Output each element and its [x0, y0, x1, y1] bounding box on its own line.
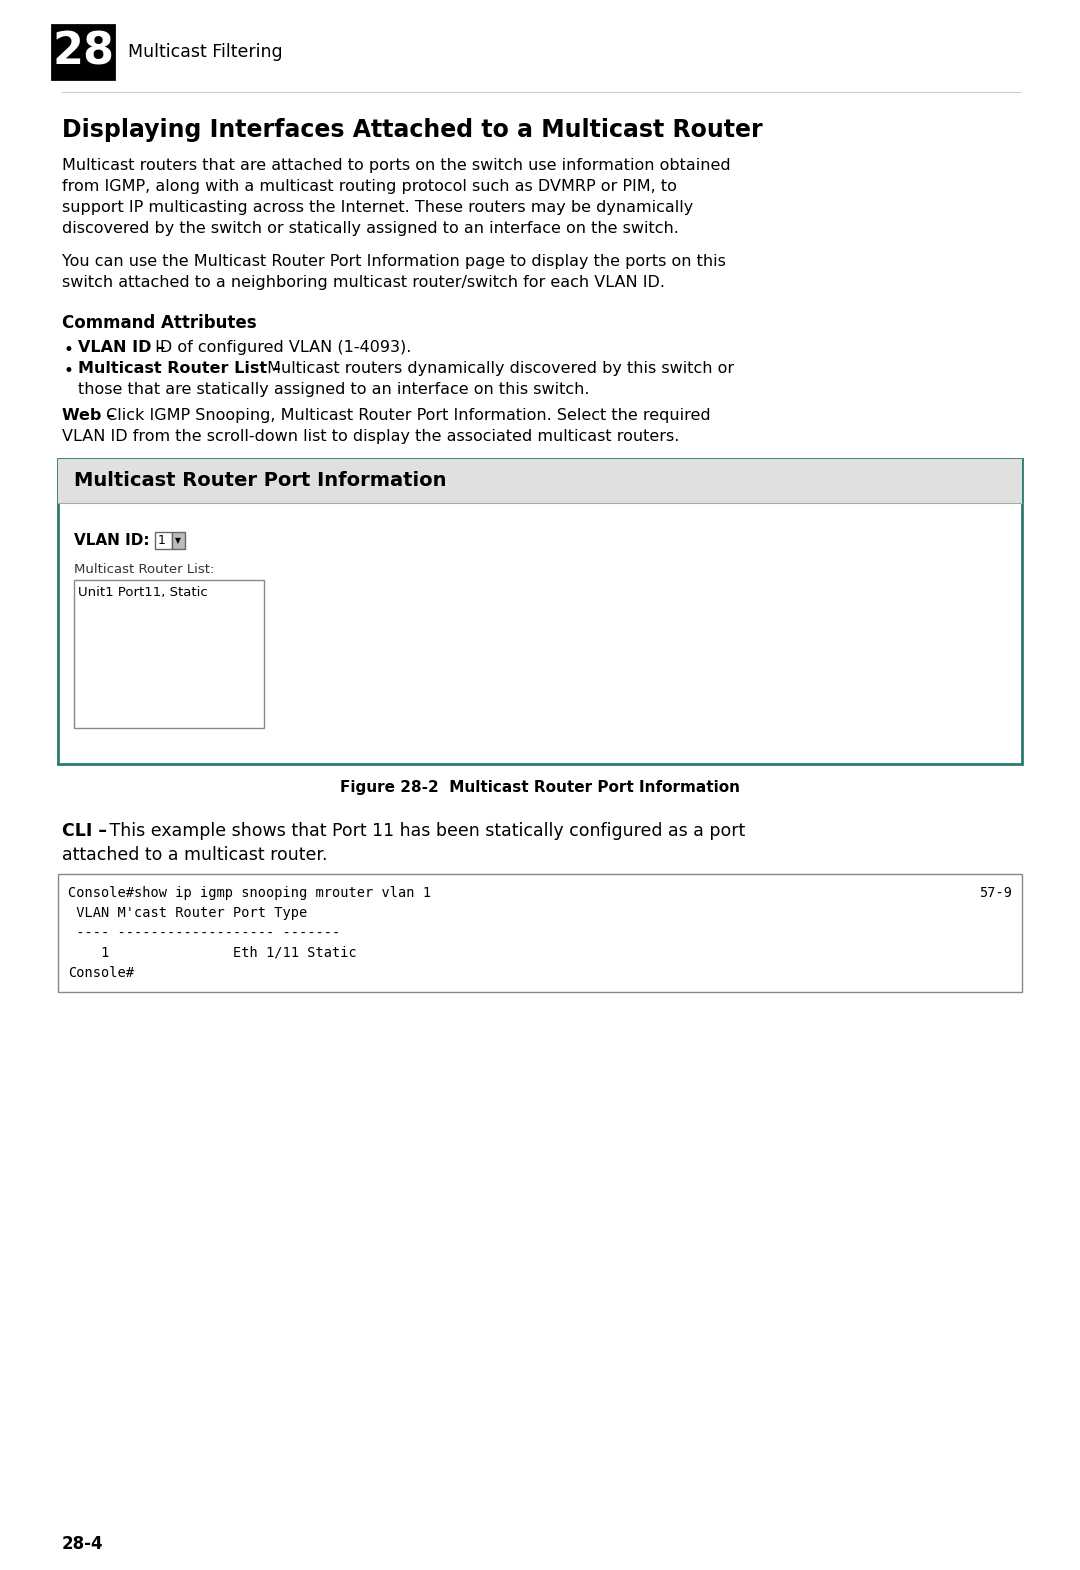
Text: Console#show ip igmp snooping mrouter vlan 1: Console#show ip igmp snooping mrouter vl… — [68, 885, 431, 900]
Text: Multicast routers that are attached to ports on the switch use information obtai: Multicast routers that are attached to p… — [62, 159, 731, 173]
Text: switch attached to a neighboring multicast router/switch for each VLAN ID.: switch attached to a neighboring multica… — [62, 275, 665, 290]
Bar — [58, 874, 1022, 992]
Text: CLI –: CLI – — [62, 823, 107, 840]
Bar — [52, 25, 114, 78]
Text: those that are statically assigned to an interface on this switch.: those that are statically assigned to an… — [78, 382, 590, 397]
Text: attached to a multicast router.: attached to a multicast router. — [62, 846, 327, 864]
Text: VLAN ID –: VLAN ID – — [78, 341, 165, 355]
Text: Unit1 Port11, Static: Unit1 Port11, Static — [78, 586, 207, 600]
Text: Click IGMP Snooping, Multicast Router Port Information. Select the required: Click IGMP Snooping, Multicast Router Po… — [102, 408, 711, 422]
Bar — [172, 532, 185, 550]
Bar — [58, 458, 1022, 502]
Text: VLAN ID:: VLAN ID: — [75, 532, 150, 548]
Text: Multicast Router List –: Multicast Router List – — [78, 361, 281, 375]
Text: VLAN ID from the scroll-down list to display the associated multicast routers.: VLAN ID from the scroll-down list to dis… — [62, 429, 679, 444]
Text: Figure 28-2  Multicast Router Port Information: Figure 28-2 Multicast Router Port Inform… — [340, 780, 740, 794]
Text: Web –: Web – — [62, 408, 114, 422]
Text: ---- ------------------- -------: ---- ------------------- ------- — [68, 926, 340, 940]
Bar — [156, 532, 172, 550]
Text: 28: 28 — [52, 30, 114, 74]
Text: VLAN M'cast Router Port Type: VLAN M'cast Router Port Type — [68, 906, 307, 920]
Text: •: • — [64, 363, 73, 380]
Bar — [58, 458, 1022, 765]
Text: Displaying Interfaces Attached to a Multicast Router: Displaying Interfaces Attached to a Mult… — [62, 118, 762, 141]
Text: Command Attributes: Command Attributes — [62, 314, 257, 331]
Text: Console#: Console# — [68, 966, 134, 980]
Text: ID of configured VLAN (1-4093).: ID of configured VLAN (1-4093). — [150, 341, 411, 355]
Text: Multicast Filtering: Multicast Filtering — [129, 42, 283, 61]
Text: 1               Eth 1/11 Static: 1 Eth 1/11 Static — [68, 947, 356, 959]
Text: Multicast routers dynamically discovered by this switch or: Multicast routers dynamically discovered… — [262, 361, 734, 375]
Text: Multicast Router List:: Multicast Router List: — [75, 564, 214, 576]
Text: •: • — [64, 341, 73, 360]
Text: You can use the Multicast Router Port Information page to display the ports on t: You can use the Multicast Router Port In… — [62, 254, 726, 268]
Text: support IP multicasting across the Internet. These routers may be dynamically: support IP multicasting across the Inter… — [62, 199, 693, 215]
Text: 28-4: 28-4 — [62, 1535, 104, 1553]
Text: discovered by the switch or statically assigned to an interface on the switch.: discovered by the switch or statically a… — [62, 221, 679, 236]
Text: Multicast Router Port Information: Multicast Router Port Information — [75, 471, 446, 490]
Bar — [75, 579, 264, 728]
Text: 57-9: 57-9 — [978, 885, 1012, 900]
Text: This example shows that Port 11 has been statically configured as a port: This example shows that Port 11 has been… — [105, 823, 746, 840]
Text: ▼: ▼ — [175, 535, 181, 545]
Text: 1: 1 — [158, 534, 166, 546]
Text: from IGMP, along with a multicast routing protocol such as DVMRP or PIM, to: from IGMP, along with a multicast routin… — [62, 179, 677, 195]
